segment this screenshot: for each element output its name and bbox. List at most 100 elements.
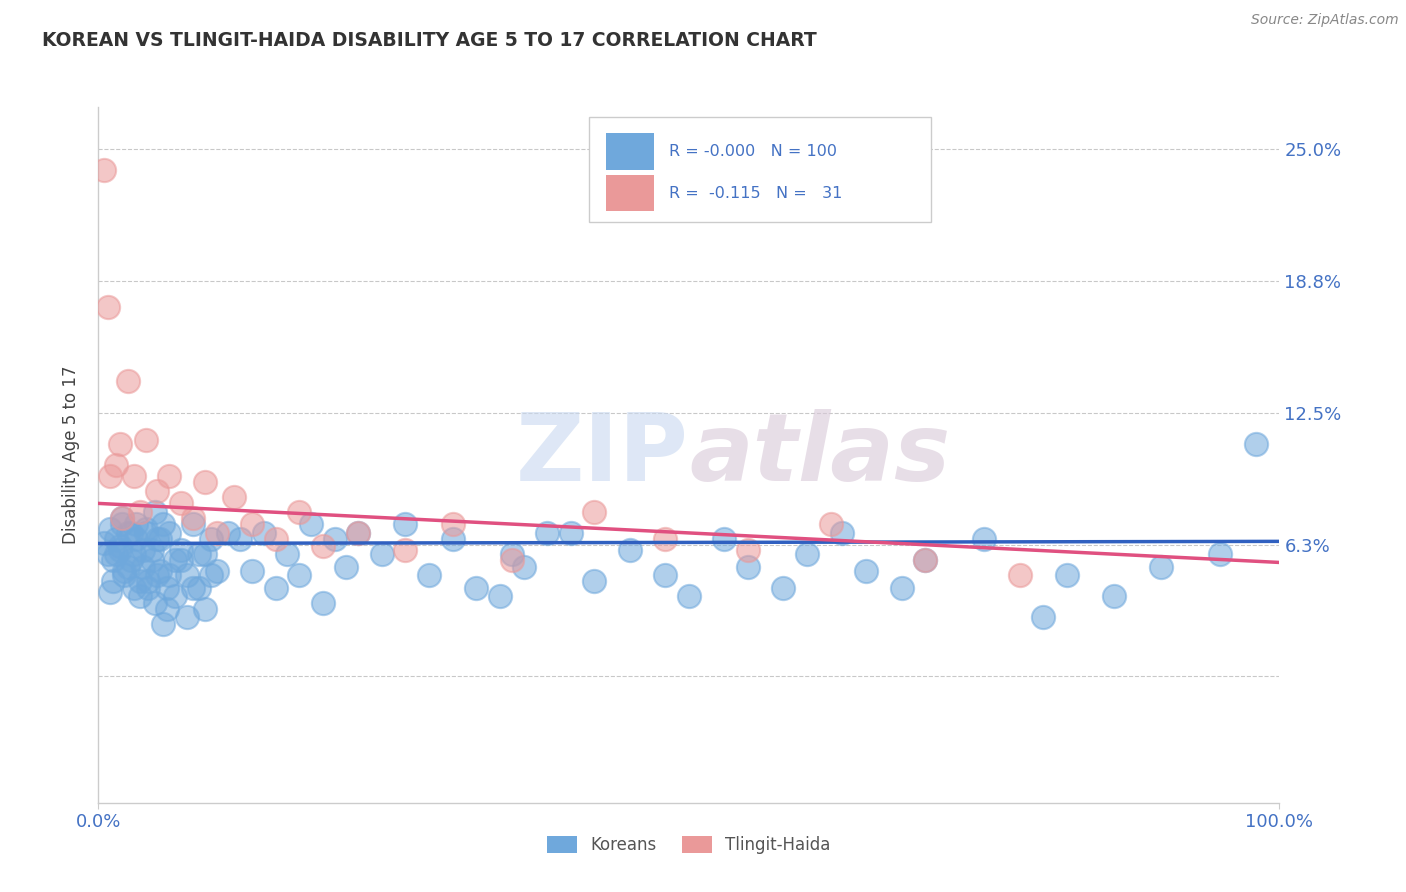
Point <box>194 547 217 561</box>
Point <box>560 525 582 540</box>
Point <box>1209 547 1232 561</box>
Text: R =  -0.115   N =   31: R = -0.115 N = 31 <box>669 186 842 201</box>
Point <box>143 595 166 609</box>
Point <box>108 539 131 553</box>
Point <box>108 437 131 451</box>
Point <box>914 553 936 567</box>
Point <box>141 553 163 567</box>
Point <box>176 568 198 582</box>
Point <box>101 574 124 589</box>
Point <box>737 559 759 574</box>
Text: KOREAN VS TLINGIT-HAIDA DISABILITY AGE 5 TO 17 CORRELATION CHART: KOREAN VS TLINGIT-HAIDA DISABILITY AGE 5… <box>42 31 817 50</box>
Point <box>122 547 145 561</box>
Point <box>121 525 143 540</box>
Point <box>276 547 298 561</box>
Bar <box>606 134 654 169</box>
Point <box>323 533 346 547</box>
Point <box>501 547 523 561</box>
Point <box>136 581 159 595</box>
Point <box>264 533 287 547</box>
Point <box>157 525 180 540</box>
Point <box>117 559 139 574</box>
Point <box>441 533 464 547</box>
Point <box>619 542 641 557</box>
Point <box>112 564 135 578</box>
Bar <box>606 175 654 211</box>
Point <box>288 568 311 582</box>
Point <box>855 564 877 578</box>
Point <box>156 602 179 616</box>
Point <box>512 559 534 574</box>
Point <box>583 574 606 589</box>
Point <box>1056 568 1078 582</box>
Point <box>229 533 252 547</box>
Point <box>312 595 335 609</box>
Point <box>713 533 735 547</box>
Point <box>820 517 842 532</box>
Point <box>371 547 394 561</box>
Point <box>122 469 145 483</box>
Point <box>128 574 150 589</box>
Point <box>583 505 606 519</box>
Point <box>135 522 157 536</box>
Point <box>165 553 187 567</box>
Point <box>111 517 134 532</box>
Point <box>93 163 115 178</box>
Point <box>1032 610 1054 624</box>
Point <box>1150 559 1173 574</box>
Point <box>654 568 676 582</box>
Point <box>394 517 416 532</box>
Point <box>973 533 995 547</box>
Point <box>441 517 464 532</box>
Point <box>125 533 148 547</box>
Point <box>536 525 558 540</box>
Point <box>312 539 335 553</box>
Point <box>141 542 163 557</box>
Point <box>181 581 204 595</box>
Point <box>1008 568 1031 582</box>
Point <box>217 525 239 540</box>
Point <box>394 542 416 557</box>
Point <box>98 469 121 483</box>
Point <box>187 547 209 561</box>
Text: R = -0.000   N = 100: R = -0.000 N = 100 <box>669 145 837 159</box>
Text: atlas: atlas <box>689 409 950 501</box>
Point <box>149 564 172 578</box>
Point <box>194 475 217 490</box>
Point <box>143 505 166 519</box>
Point <box>97 301 120 315</box>
Text: ZIP: ZIP <box>516 409 689 501</box>
Point <box>111 511 134 525</box>
Point <box>105 547 128 561</box>
Point <box>146 568 169 582</box>
Point <box>299 517 322 532</box>
Point <box>98 522 121 536</box>
Point <box>737 542 759 557</box>
Point <box>288 505 311 519</box>
Point <box>165 589 187 603</box>
Point <box>772 581 794 595</box>
Point <box>152 517 174 532</box>
Point <box>240 517 263 532</box>
Point <box>117 374 139 388</box>
Point <box>105 533 128 547</box>
Point <box>264 581 287 595</box>
Point <box>121 553 143 567</box>
Point <box>181 511 204 525</box>
Point <box>101 553 124 567</box>
Point <box>125 517 148 532</box>
Point <box>240 564 263 578</box>
Point <box>98 585 121 599</box>
Point <box>105 458 128 473</box>
Point <box>156 581 179 595</box>
Point <box>1244 437 1267 451</box>
Text: Source: ZipAtlas.com: Source: ZipAtlas.com <box>1251 13 1399 28</box>
Point <box>122 581 145 595</box>
Point <box>890 581 912 595</box>
Point <box>335 559 357 574</box>
Point <box>489 589 512 603</box>
Point <box>146 483 169 498</box>
Point <box>117 525 139 540</box>
Point <box>170 553 193 567</box>
Point <box>111 511 134 525</box>
